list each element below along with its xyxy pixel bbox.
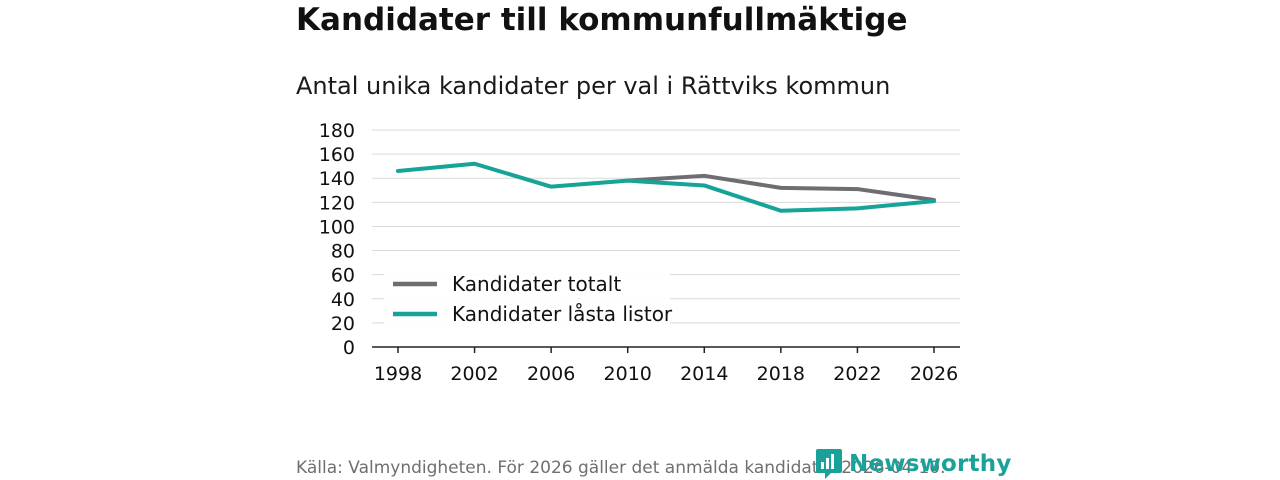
y-tick-label: 100: [319, 216, 355, 238]
x-tick-label: 1998: [374, 363, 422, 385]
x-tick-label: 2002: [450, 363, 498, 385]
legend-label-total: Kandidater totalt: [452, 272, 621, 296]
x-tick-label: 2014: [680, 363, 728, 385]
chart-title: Kandidater till kommunfullmäktige: [296, 2, 908, 38]
y-tick-label: 120: [319, 192, 355, 214]
source-note: Källa: Valmyndigheten. För 2026 gäller d…: [296, 458, 946, 478]
y-tick-label: 40: [331, 289, 355, 311]
brand-logo: Newsworthy: [815, 447, 1012, 480]
x-tick-label: 2022: [833, 363, 881, 385]
y-tick-label: 80: [331, 241, 355, 263]
y-tick-label: 0: [343, 337, 355, 359]
y-tick-label: 140: [319, 168, 355, 190]
newsworthy-logo-icon: [816, 449, 842, 479]
series-line-total: [625, 173, 936, 202]
y-tick-label: 20: [331, 313, 355, 335]
x-tick-label: 2026: [910, 363, 958, 385]
x-tick-label: 2006: [527, 363, 575, 385]
brand-name: Newsworthy: [849, 451, 1012, 477]
y-tick-label: 60: [331, 265, 355, 287]
legend-label-locked: Kandidater låsta listor: [452, 302, 673, 326]
legend-background: [384, 268, 670, 330]
series-line-locked: [396, 161, 936, 213]
y-tick-label: 180: [319, 120, 355, 142]
chart-subtitle: Antal unika kandidater per val i Rättvik…: [296, 72, 891, 100]
y-tick-label: 160: [319, 144, 355, 166]
x-tick-label: 2010: [604, 363, 652, 385]
x-tick-label: 2018: [757, 363, 805, 385]
